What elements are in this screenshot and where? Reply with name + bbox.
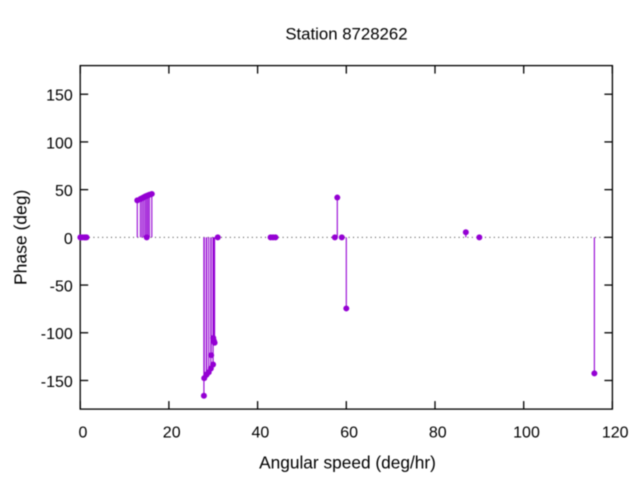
svg-text:50: 50 xyxy=(55,183,73,200)
svg-text:60: 60 xyxy=(340,425,358,442)
svg-text:-150: -150 xyxy=(41,374,73,391)
svg-text:80: 80 xyxy=(429,425,447,442)
svg-text:40: 40 xyxy=(252,425,270,442)
svg-text:150: 150 xyxy=(46,88,73,105)
svg-text:Station 8728262: Station 8728262 xyxy=(285,24,407,43)
svg-text:0: 0 xyxy=(79,425,88,442)
svg-text:Angular speed (deg/hr): Angular speed (deg/hr) xyxy=(259,452,436,472)
svg-text:-100: -100 xyxy=(41,326,73,343)
svg-text:100: 100 xyxy=(513,425,540,442)
svg-text:120: 120 xyxy=(602,425,629,442)
svg-text:-50: -50 xyxy=(50,278,73,295)
svg-text:0: 0 xyxy=(64,231,73,248)
svg-text:Phase (deg): Phase (deg) xyxy=(11,190,31,285)
svg-text:20: 20 xyxy=(163,425,181,442)
svg-text:100: 100 xyxy=(46,135,73,152)
